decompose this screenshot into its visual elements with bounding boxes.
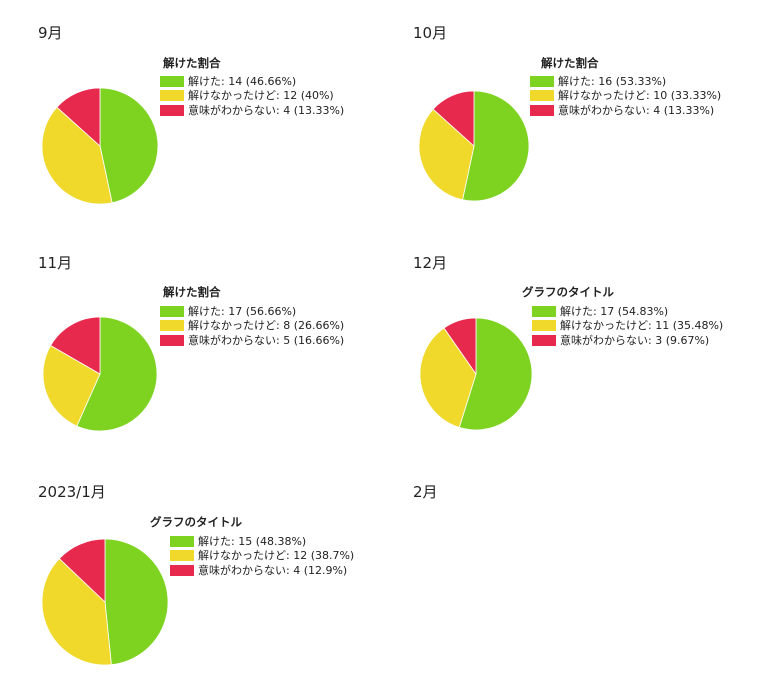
legend-item: 解けた: 17 (56.66%) (160, 304, 344, 319)
chart-title: 解けた割合 (163, 56, 221, 70)
legend: 解けた: 16 (53.33%) 解けなかったけど: 10 (33.33%) 意… (530, 74, 721, 118)
chart-title: グラフのタイトル (522, 285, 614, 299)
legend-swatch-solved (160, 305, 184, 317)
legend-swatch-not-solved (160, 90, 184, 102)
legend-label: 意味がわからない: 4 (13.33%) (188, 103, 345, 117)
legend: 解けた: 14 (46.66%) 解けなかったけど: 12 (40%) 意味がわ… (160, 74, 344, 118)
legend-label: 解けた: 17 (56.66%) (188, 304, 297, 318)
legend-swatch-not-solved (160, 320, 184, 332)
legend-label: 意味がわからない: 3 (9.67%) (560, 333, 710, 347)
pie-slice-solved (462, 90, 530, 202)
legend-label: 解けた: 17 (54.83%) (560, 304, 669, 318)
legend-label: 意味がわからない: 4 (13.33%) (558, 103, 715, 117)
legend-item: 解けた: 15 (48.38%) (170, 534, 354, 549)
legend-swatch-not-solved (170, 550, 194, 562)
month-label: 10月 (413, 24, 448, 42)
pie-slice-not-solved (419, 327, 477, 428)
legend-item: 解けなかったけど: 10 (33.33%) (530, 89, 721, 104)
legend-swatch-solved (170, 535, 194, 547)
legend-label: 意味がわからない: 4 (12.9%) (198, 563, 348, 577)
pie-slice-not-solved (418, 108, 475, 201)
legend-item: 解けなかったけど: 11 (35.48%) (532, 319, 723, 334)
legend-swatch-solved (532, 305, 556, 317)
chart-title: グラフのタイトル (150, 515, 242, 529)
legend-swatch-unknown (170, 564, 194, 576)
legend-label: 解けなかったけど: 11 (35.48%) (560, 319, 724, 333)
chart-title: 解けた割合 (541, 56, 599, 70)
legend-swatch-not-solved (530, 90, 554, 102)
legend-label: 解けなかったけど: 12 (40%) (188, 89, 334, 103)
legend-label: 解けた: 15 (48.38%) (198, 534, 307, 548)
pie-slice-solved (99, 87, 159, 204)
pie-slice-solved (76, 316, 158, 432)
pie-slice-not-solved (41, 106, 113, 205)
pie-slice-solved (458, 317, 533, 431)
month-label: 9月 (38, 24, 63, 42)
legend-label: 解けなかったけど: 10 (33.33%) (558, 89, 722, 103)
legend-swatch-unknown (530, 104, 554, 116)
legend-item: 解けなかったけど: 8 (26.66%) (160, 319, 344, 334)
pie-slice-unknown (56, 87, 101, 147)
month-label: 12月 (413, 254, 448, 272)
legend-swatch-unknown (160, 104, 184, 116)
pie-slice-not-solved (42, 344, 101, 427)
legend-item: 解けなかったけど: 12 (40%) (160, 89, 344, 104)
legend-swatch-not-solved (532, 320, 556, 332)
legend-item: 解けた: 17 (54.83%) (532, 304, 723, 319)
legend-label: 意味がわからない: 5 (16.66%) (188, 333, 345, 347)
legend-label: 解けなかったけど: 12 (38.7%) (198, 549, 355, 563)
legend: 解けた: 15 (48.38%) 解けなかったけど: 12 (38.7%) 意味… (170, 534, 354, 578)
legend: 解けた: 17 (54.83%) 解けなかったけど: 11 (35.48%) 意… (532, 304, 723, 348)
chart-title: 解けた割合 (163, 285, 221, 299)
legend-item: 解けなかったけど: 12 (38.7%) (170, 549, 354, 564)
month-label: 2月 (413, 483, 438, 501)
month-label: 2023/1月 (38, 483, 106, 501)
legend-swatch-unknown (160, 334, 184, 346)
legend: 解けた: 17 (56.66%) 解けなかったけど: 8 (26.66%) 意味… (160, 304, 344, 348)
legend-label: 解けなかったけど: 8 (26.66%) (188, 319, 345, 333)
legend-item: 意味がわからない: 4 (13.33%) (530, 103, 721, 118)
legend-item: 解けた: 16 (53.33%) (530, 74, 721, 89)
legend-item: 意味がわからない: 5 (16.66%) (160, 333, 344, 348)
pie-slice-unknown (50, 316, 101, 375)
legend-item: 意味がわからない: 4 (12.9%) (170, 563, 354, 578)
pie-slice-not-solved (41, 558, 112, 666)
legend-item: 解けた: 14 (46.66%) (160, 74, 344, 89)
legend-label: 解けた: 16 (53.33%) (558, 74, 667, 88)
month-label: 11月 (38, 254, 73, 272)
legend-item: 意味がわからない: 4 (13.33%) (160, 103, 344, 118)
legend-label: 解けた: 14 (46.66%) (188, 74, 297, 88)
legend-swatch-solved (530, 75, 554, 87)
pie-slice-unknown (432, 90, 475, 147)
pie-slice-solved (104, 538, 169, 666)
legend-swatch-solved (160, 75, 184, 87)
pie-slice-unknown (443, 317, 477, 376)
legend-item: 意味がわからない: 3 (9.67%) (532, 333, 723, 348)
legend-swatch-unknown (532, 334, 556, 346)
pie-slice-unknown (58, 538, 106, 603)
